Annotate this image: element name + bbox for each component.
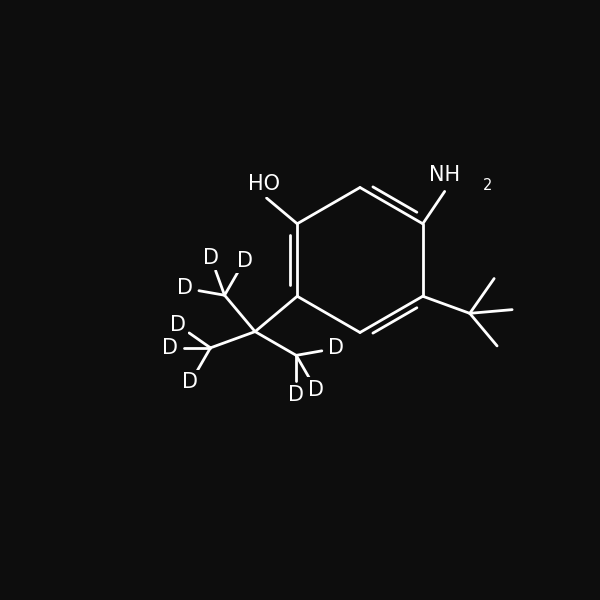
Text: D: D (170, 315, 185, 335)
Text: D: D (182, 373, 199, 392)
Text: D: D (236, 251, 253, 271)
Text: D: D (328, 338, 344, 358)
Text: D: D (203, 248, 219, 268)
Text: D: D (163, 338, 178, 358)
Text: D: D (177, 278, 193, 298)
Text: NH: NH (429, 165, 460, 185)
Text: D: D (308, 380, 324, 400)
Text: D: D (288, 385, 304, 406)
Text: HO: HO (248, 174, 280, 194)
Text: 2: 2 (482, 178, 492, 193)
